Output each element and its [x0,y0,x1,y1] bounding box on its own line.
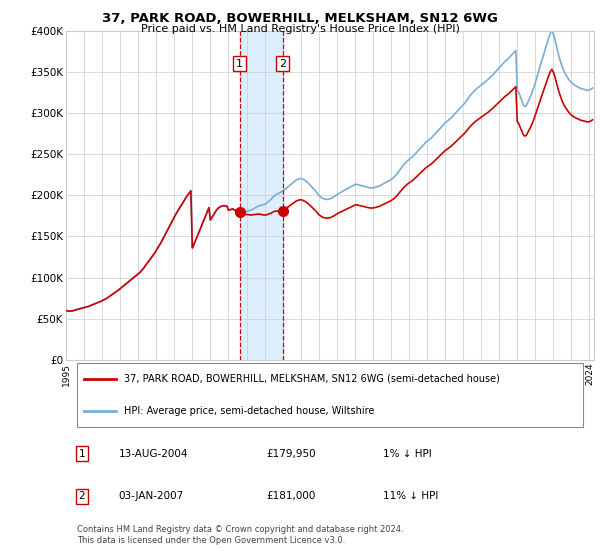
Text: 1: 1 [79,449,85,459]
Text: 2: 2 [279,59,286,69]
Text: 13-AUG-2004: 13-AUG-2004 [119,449,188,459]
Text: 1: 1 [236,59,243,69]
Text: 03-JAN-2007: 03-JAN-2007 [119,491,184,501]
Text: Price paid vs. HM Land Registry's House Price Index (HPI): Price paid vs. HM Land Registry's House … [140,24,460,34]
FancyBboxPatch shape [77,363,583,427]
Bar [239,31,283,360]
Text: 11% ↓ HPI: 11% ↓ HPI [383,491,438,501]
Text: £179,950: £179,950 [266,449,316,459]
Text: HPI: Average price, semi-detached house, Wiltshire: HPI: Average price, semi-detached house,… [124,406,374,416]
Text: 37, PARK ROAD, BOWERHILL, MELKSHAM, SN12 6WG (semi-detached house): 37, PARK ROAD, BOWERHILL, MELKSHAM, SN12… [124,374,500,384]
Text: 1% ↓ HPI: 1% ↓ HPI [383,449,431,459]
Text: Contains HM Land Registry data © Crown copyright and database right 2024.
This d: Contains HM Land Registry data © Crown c… [77,525,403,545]
Text: £181,000: £181,000 [266,491,316,501]
Text: 37, PARK ROAD, BOWERHILL, MELKSHAM, SN12 6WG: 37, PARK ROAD, BOWERHILL, MELKSHAM, SN12… [102,12,498,25]
Text: 2: 2 [79,491,85,501]
